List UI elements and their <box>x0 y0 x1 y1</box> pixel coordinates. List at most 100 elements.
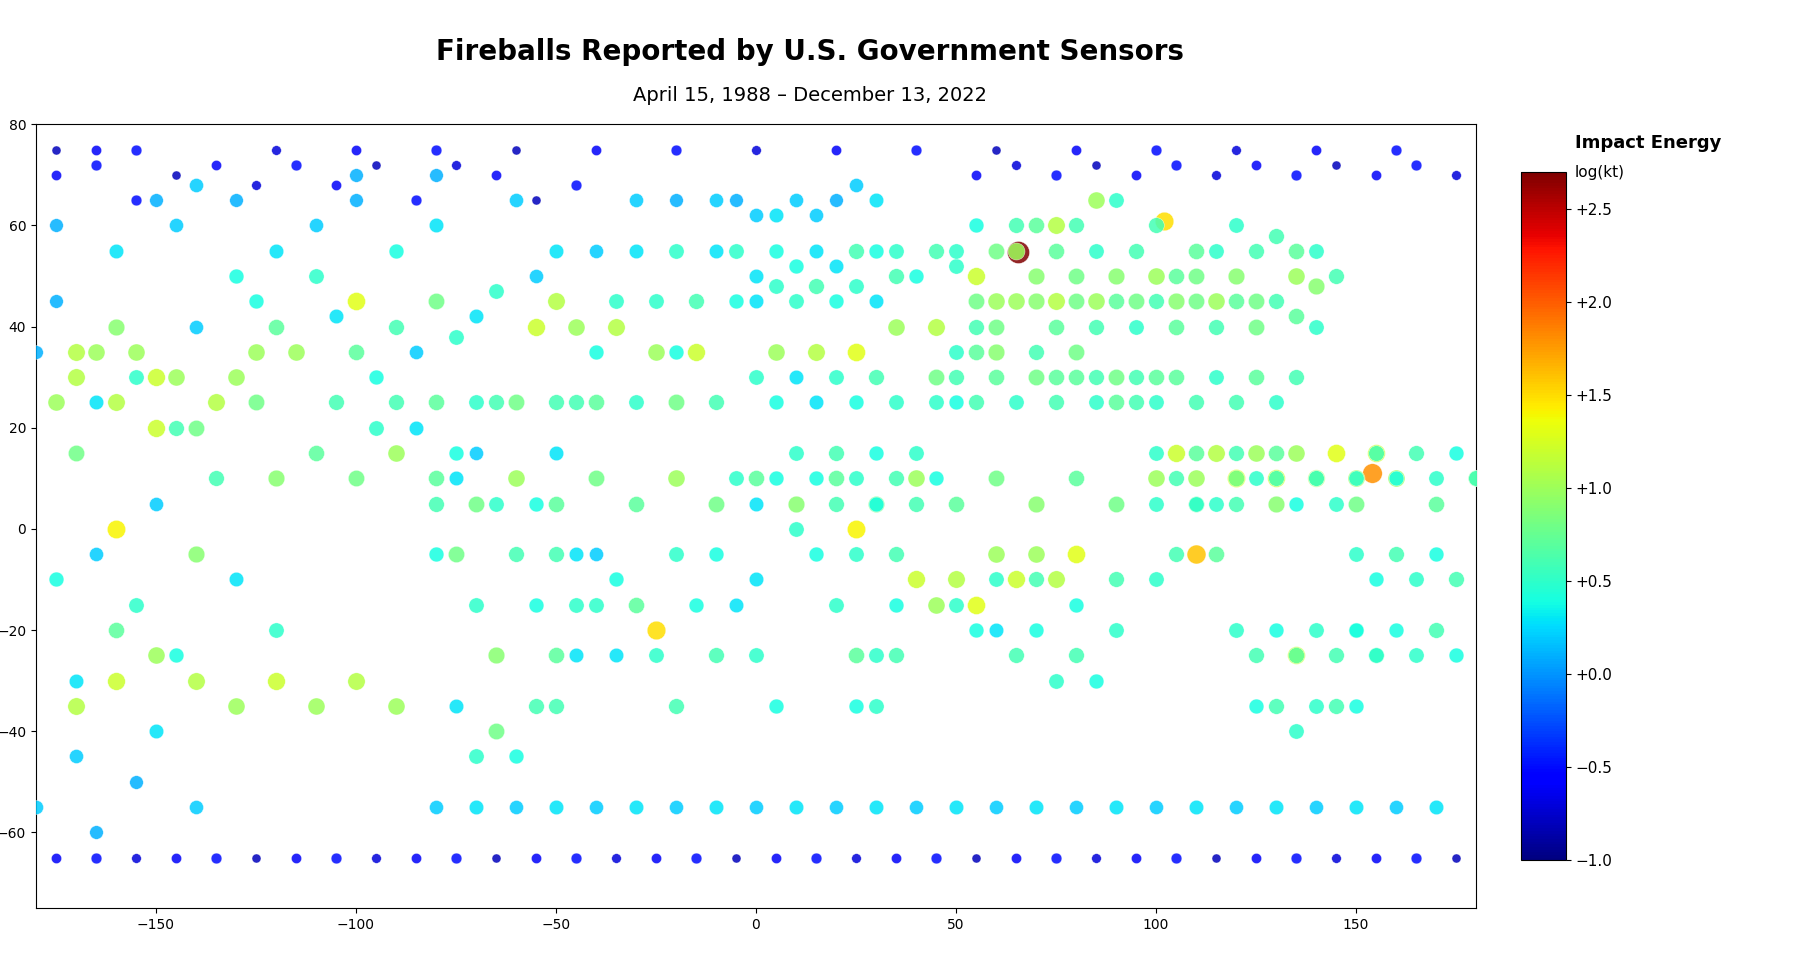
Point <box>182 799 211 815</box>
Point <box>801 547 830 562</box>
Point <box>342 470 371 486</box>
Point <box>261 622 290 638</box>
Point <box>362 420 391 435</box>
Point <box>502 395 531 410</box>
Point <box>1361 445 1390 461</box>
Point <box>722 293 751 309</box>
Point <box>1341 622 1370 638</box>
Point <box>421 141 450 157</box>
Point <box>1242 370 1271 385</box>
Text: log(kt): log(kt) <box>1575 164 1625 180</box>
Point <box>1181 269 1210 284</box>
Point <box>461 445 490 461</box>
Point <box>261 673 290 688</box>
Point <box>1282 243 1310 258</box>
Point <box>81 157 110 172</box>
Point <box>1004 244 1033 259</box>
Point <box>1062 218 1091 233</box>
Point <box>1402 157 1431 172</box>
Point <box>1161 850 1190 865</box>
Point <box>662 243 691 258</box>
Point <box>1341 547 1370 562</box>
Point <box>862 243 891 258</box>
Point <box>542 243 571 258</box>
Point <box>941 496 970 511</box>
Point <box>1161 370 1190 385</box>
Point <box>1022 496 1051 511</box>
Point <box>842 344 871 359</box>
Point <box>981 572 1010 587</box>
Point <box>1001 395 1030 410</box>
Point <box>142 496 171 511</box>
Point <box>1001 647 1030 663</box>
Point <box>1121 319 1150 335</box>
Point <box>961 344 990 359</box>
Point <box>1262 799 1291 815</box>
Point <box>941 344 970 359</box>
Point <box>1082 395 1111 410</box>
Point <box>1357 466 1386 481</box>
Point <box>1382 470 1411 486</box>
Point <box>961 395 990 410</box>
Point <box>142 724 171 739</box>
Point <box>1141 370 1170 385</box>
Point <box>302 698 331 713</box>
Point <box>1082 192 1111 207</box>
Point <box>581 344 610 359</box>
Point <box>1382 799 1411 815</box>
Point <box>742 293 770 309</box>
Point <box>1361 167 1390 183</box>
Point <box>821 258 850 273</box>
Point <box>1222 269 1251 284</box>
Point <box>922 470 950 486</box>
Point <box>1042 167 1071 183</box>
Point <box>1222 445 1251 461</box>
Point <box>941 395 970 410</box>
Point <box>1242 698 1271 713</box>
Point <box>1181 293 1210 309</box>
Point <box>81 547 110 562</box>
Point <box>801 850 830 865</box>
Point <box>401 192 430 207</box>
Point <box>542 445 571 461</box>
Point <box>101 395 130 410</box>
Point <box>1161 445 1190 461</box>
Point <box>722 598 751 613</box>
Point <box>1341 622 1370 638</box>
Point <box>81 395 110 410</box>
Point <box>1301 698 1330 713</box>
Point <box>1082 850 1111 865</box>
Point <box>941 598 970 613</box>
Point <box>41 293 70 309</box>
Point <box>842 470 871 486</box>
Point <box>781 192 810 207</box>
Point <box>882 269 911 284</box>
Point <box>801 207 830 223</box>
Point <box>461 496 490 511</box>
Point <box>1361 850 1390 865</box>
Point <box>662 141 691 157</box>
Point <box>1282 647 1310 663</box>
Point <box>722 192 751 207</box>
Point <box>1321 698 1350 713</box>
Point <box>601 293 630 309</box>
Point <box>742 572 770 587</box>
Point <box>1141 293 1170 309</box>
Point <box>322 177 351 192</box>
Point <box>981 293 1010 309</box>
Point <box>1082 157 1111 172</box>
Point <box>882 319 911 335</box>
Point <box>1141 141 1170 157</box>
Point <box>821 370 850 385</box>
Point <box>302 445 331 461</box>
Point <box>401 344 430 359</box>
Point <box>362 157 391 172</box>
Point <box>461 749 490 764</box>
Point <box>781 496 810 511</box>
Point <box>961 218 990 233</box>
Point <box>801 344 830 359</box>
Point <box>1262 698 1291 713</box>
Point <box>1121 293 1150 309</box>
Point <box>1382 141 1411 157</box>
Point <box>1262 470 1291 486</box>
